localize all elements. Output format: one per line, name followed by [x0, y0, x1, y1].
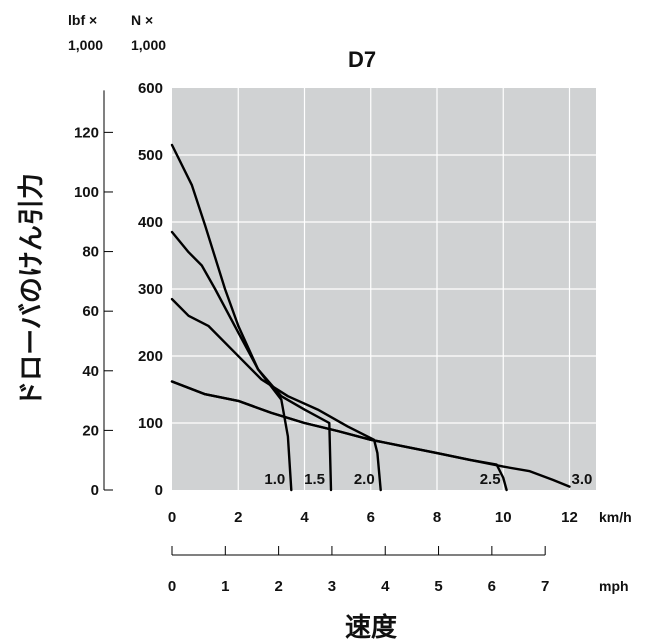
x-tick-label-mph: 0	[168, 578, 176, 595]
curve-label-3.0: 3.0	[572, 471, 593, 488]
y-tick-label-newton: 100	[138, 415, 163, 432]
series-line-2.0	[170, 297, 382, 492]
series-line-1.5	[170, 230, 333, 492]
x-axis-kmh: 0 2 4 6 8 10 12	[168, 509, 578, 526]
series-line-1.0	[170, 143, 293, 492]
curve-label-1.5: 1.5	[304, 471, 325, 488]
unit-lbf-label: lbf ×	[68, 12, 97, 28]
chart-title: D7	[348, 47, 376, 72]
x-tick-label-kmh: 6	[367, 509, 375, 526]
unit-n-label: N ×	[131, 12, 153, 28]
x-tick-label-mph: 4	[381, 578, 390, 595]
x-axis-title: 速度	[345, 612, 397, 642]
x-tick-label-mph: 1	[221, 578, 229, 595]
x-tick-label-kmh: 8	[433, 509, 441, 526]
unit-lbf-scale: 1,000	[68, 37, 103, 53]
y-tick-label-newton: 300	[138, 281, 163, 298]
y-tick-label-lbf: 20	[82, 422, 99, 439]
y-tick-label-lbf: 40	[82, 363, 99, 380]
series-line-3.0	[170, 380, 571, 488]
curve-label-1.0: 1.0	[264, 471, 285, 488]
y-axis-newton: 0 100 200 300 400 500 600	[138, 80, 163, 499]
y-axis-lbf: 0 20 40 60 80 100 120	[74, 90, 113, 499]
unit-kmh: km/h	[599, 509, 632, 525]
x-tick-label-kmh: 4	[300, 509, 309, 526]
x-tick-label-kmh: 12	[561, 509, 578, 526]
y-tick-label-lbf: 0	[91, 482, 99, 499]
y-tick-label-newton: 400	[138, 214, 163, 231]
y-tick-label-newton: 0	[155, 482, 163, 499]
y-tick-label-lbf: 120	[74, 124, 99, 141]
y-tick-label-lbf: 80	[82, 244, 99, 261]
x-axis-mph: 0 1 2 3 4 5 6 7	[168, 546, 549, 595]
grid-lines	[172, 88, 596, 490]
x-tick-label-kmh: 2	[234, 509, 242, 526]
curves	[170, 143, 571, 492]
y-tick-label-lbf: 60	[82, 303, 99, 320]
y-tick-label-newton: 500	[138, 147, 163, 164]
x-tick-label-kmh: 0	[168, 509, 176, 526]
x-tick-label-mph: 2	[274, 578, 282, 595]
unit-n-scale: 1,000	[131, 37, 166, 53]
curve-label-2.5: 2.5	[480, 471, 501, 488]
unit-mph: mph	[599, 578, 629, 594]
x-tick-label-kmh: 10	[495, 509, 512, 526]
y-tick-label-lbf: 100	[74, 184, 99, 201]
y-axis-title: ドローバのけん引力	[16, 173, 46, 407]
curve-labels: 1.0 1.5 2.0 2.5 3.0	[264, 471, 592, 488]
x-tick-label-mph: 3	[328, 578, 336, 595]
x-tick-label-mph: 7	[541, 578, 549, 595]
x-tick-label-mph: 5	[434, 578, 442, 595]
curve-label-2.0: 2.0	[354, 471, 375, 488]
y-tick-label-newton: 200	[138, 348, 163, 365]
y-tick-label-newton: 600	[138, 80, 163, 97]
x-tick-label-mph: 6	[488, 578, 496, 595]
